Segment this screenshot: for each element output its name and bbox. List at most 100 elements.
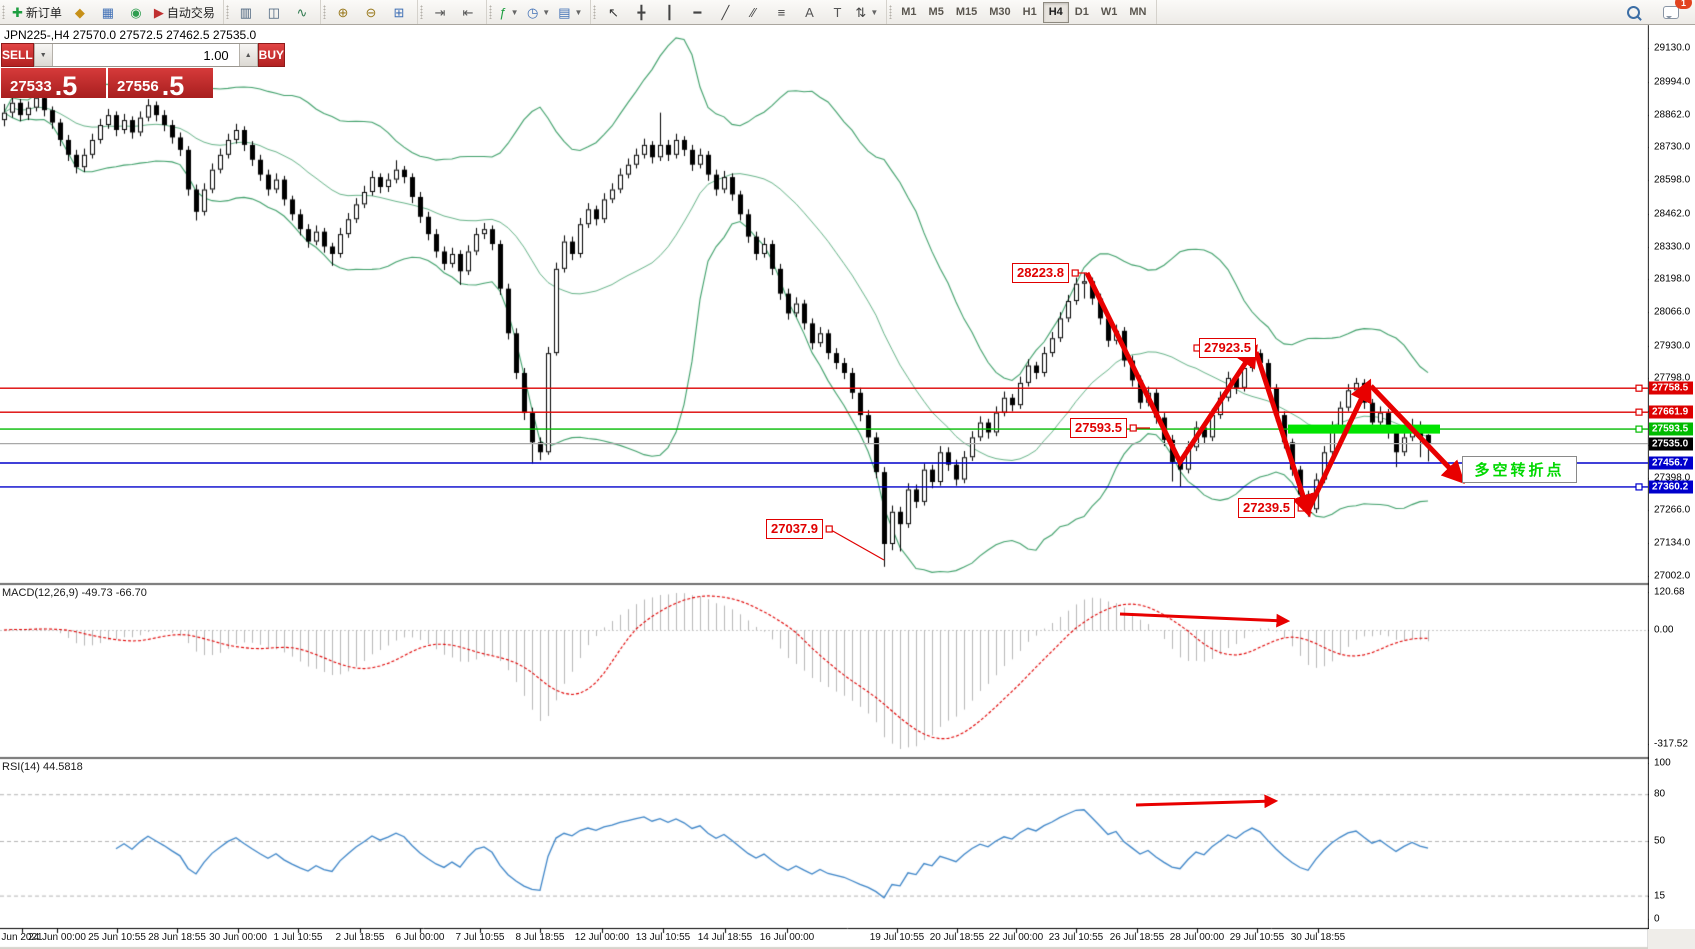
equidistant-channel-button[interactable]: ∕∕ — [739, 1, 767, 23]
vertical-line-button[interactable]: ┃ — [655, 1, 683, 23]
timeframe-h4[interactable]: H4 — [1042, 1, 1069, 23]
timeframe-m30[interactable]: M30 — [989, 6, 1011, 18]
macd-tick-label: -317.52 — [1654, 738, 1688, 750]
signals-button[interactable]: ◉ — [122, 1, 150, 23]
volume-input[interactable] — [52, 44, 239, 66]
bar-chart-button[interactable]: ▥ — [232, 1, 260, 23]
text-icon: A — [805, 4, 814, 20]
time-tick-label: 1 Jul 10:55 — [273, 932, 323, 943]
time-tick-label: 2 Jul 18:55 — [335, 932, 385, 943]
fibonacci-icon: ≡ — [777, 4, 786, 20]
rsi-label: RSI(14) 44.5818 — [2, 761, 83, 773]
notifications-button[interactable]: 1 — [1657, 0, 1692, 23]
macd-tick-label: 0.00 — [1654, 624, 1674, 636]
new-order-icon: ✚ — [12, 4, 23, 20]
time-tick-label: 22 Jul 00:00 — [988, 932, 1044, 943]
line-chart-button[interactable]: ∿ — [288, 1, 316, 23]
notification-badge: 1 — [1675, 0, 1692, 9]
price-callout[interactable]: 27923.5 — [1199, 338, 1256, 358]
buy-price[interactable]: 27556 .5 — [108, 68, 213, 99]
time-tick-label: 25 Jun 10:55 — [88, 932, 146, 943]
current-price-tag: 27535.0 — [1649, 437, 1693, 451]
dropdown-caret-icon: ▼ — [542, 7, 551, 17]
autotrading-button[interactable]: ▶ 自动交易 — [150, 1, 219, 23]
autotrading-label: 自动交易 — [166, 5, 215, 20]
volume-increase-button[interactable]: ▲ — [238, 44, 258, 66]
time-axis[interactable]: Jun 2021 24 Jun 00:00 25 Jun 10:55 28 Jun 1… — [0, 930, 1648, 947]
chart-shift-button[interactable]: ⇤ — [454, 1, 482, 23]
trendline-button[interactable]: ╱ — [711, 1, 739, 23]
candlestick-chart-button[interactable]: ◫ — [260, 1, 288, 23]
indicators-button[interactable]: ƒ ▼ — [495, 1, 523, 23]
price-callout[interactable]: 27239.5 — [1238, 498, 1295, 518]
market-watch-button[interactable]: ▦ — [94, 1, 122, 23]
buy-button[interactable]: BUY — [257, 43, 286, 67]
chart-cube-icon: ◆ — [74, 4, 85, 20]
timeframe-h1[interactable]: H1 — [1022, 6, 1037, 18]
buy-price-main: 27556 — [117, 78, 159, 96]
time-tick-label: 28 Jul 00:00 — [1169, 932, 1225, 943]
equidistant-channel-icon: ∕∕ — [751, 4, 756, 20]
timeframe-m1[interactable]: M1 — [901, 6, 917, 18]
price-tick-label: 27002.0 — [1654, 570, 1691, 582]
price-tick-label: 27930.0 — [1654, 340, 1691, 352]
price-callout[interactable]: 28223.8 — [1012, 263, 1069, 283]
timeframe-m15[interactable]: M15 — [955, 6, 978, 18]
volume-decrease-button[interactable]: ▼ — [33, 44, 53, 66]
price-tick-label: 27134.0 — [1654, 537, 1691, 549]
fibonacci-button[interactable]: ≡ — [767, 1, 795, 23]
time-tick-label: 30 Jun 00:00 — [209, 932, 267, 943]
time-tick-label: Jun 2021 — [1, 932, 43, 943]
price-tick-label: 28198.0 — [1654, 273, 1691, 285]
time-tick-label: 30 Jul 18:55 — [1290, 932, 1346, 943]
time-tick-label: 28 Jun 18:55 — [148, 932, 206, 943]
toolbar-group: ⊕ ⊖ ⊞ — [321, 0, 418, 24]
toolbar-group: ↖ ╋ ┃ ━ ╱ ∕∕ ≡ A T ⇅ ▼ — [591, 0, 888, 24]
timeframe-w1[interactable]: W1 — [1100, 6, 1118, 18]
time-tick-label: 6 Jul 00:00 — [395, 932, 445, 943]
time-tick-label: 8 Jul 18:55 — [515, 932, 565, 943]
timeframe-m5[interactable]: M5 — [928, 6, 944, 18]
rsi-tick-label: 50 — [1654, 835, 1666, 847]
tile-windows-icon: ⊞ — [393, 4, 405, 20]
macd-tick-label: 120.68 — [1654, 586, 1685, 598]
price-level-tag: 27593.5 — [1649, 422, 1693, 436]
text-label-button[interactable]: T — [823, 1, 851, 23]
price-scale[interactable]: 29130.0 28994.0 28862.0 28730.0 28598.0 28462… — [1649, 25, 1695, 929]
crosshair-button[interactable]: ╋ — [627, 1, 655, 23]
price-tick-label: 28462.0 — [1654, 208, 1691, 220]
sell-button[interactable]: SELL — [1, 43, 34, 67]
templates-icon: ▤ — [558, 4, 571, 20]
note-annotation[interactable]: 多空转折点 — [1462, 456, 1577, 483]
periods-button[interactable]: ◷ ▼ — [523, 1, 554, 23]
templates-button[interactable]: ▤ ▼ — [554, 1, 586, 23]
text-button[interactable]: A — [795, 1, 823, 23]
periods-icon: ◷ — [526, 4, 539, 20]
new-order-button[interactable]: ✚ 新订单 — [8, 1, 66, 23]
arrows-button[interactable]: ⇅ ▼ — [851, 1, 882, 23]
search-button[interactable] — [1619, 1, 1647, 23]
auto-scroll-button[interactable]: ⇥ — [426, 1, 454, 23]
horizontal-line-button[interactable]: ━ — [683, 1, 711, 23]
price-tick-label: 28730.0 — [1654, 141, 1691, 153]
timeframe-d1[interactable]: D1 — [1074, 6, 1089, 18]
timeframe-mn[interactable]: MN — [1129, 6, 1147, 18]
price-callout[interactable]: 27593.5 — [1070, 418, 1127, 438]
timeframe-toolbar: M1 M5 M15 M30 H1 H4 D1 W1 MN — [887, 0, 1158, 24]
price-tick-label: 28066.0 — [1654, 306, 1691, 318]
chart-cube-button[interactable]: ◆ — [66, 1, 94, 23]
cursor-button[interactable]: ↖ — [599, 1, 627, 23]
auto-scroll-icon: ⇥ — [434, 4, 446, 20]
new-order-label: 新订单 — [25, 5, 62, 20]
crosshair-icon: ╋ — [637, 4, 646, 20]
price-callout[interactable]: 27037.9 — [766, 519, 823, 539]
zoom-in-button[interactable]: ⊕ — [329, 1, 357, 23]
sell-price[interactable]: 27533 .5 — [1, 68, 106, 99]
tile-windows-button[interactable]: ⊞ — [385, 1, 413, 23]
zoom-out-button[interactable]: ⊖ — [357, 1, 385, 23]
sell-price-main: 27533 — [10, 78, 52, 96]
time-tick-label: 16 Jul 00:00 — [759, 932, 815, 943]
arrows-icon: ⇅ — [855, 4, 867, 20]
